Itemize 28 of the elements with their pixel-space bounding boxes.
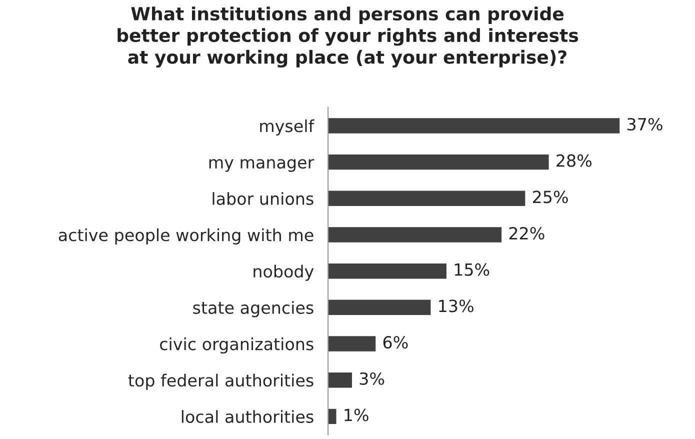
bar [328,263,446,279]
data-label: 1% [344,408,368,422]
data-label: 13% [439,300,474,312]
bar [328,227,502,242]
y-tick-label: state agencies [193,301,314,318]
y-tick-label: my manager [209,159,314,172]
bar [328,372,352,388]
y-tick-label: active people working with me [58,228,314,245]
bar [328,336,376,352]
chart-title: What institutions and persons can provide better protection of your rights and interests at your working place (at your enterprise)? [118,6,578,68]
data-label: 22% [509,226,544,240]
bar [328,300,431,316]
data-label: 25% [532,190,568,204]
bar [328,190,526,206]
y-tick-label: myself [260,119,314,136]
data-label: 28% [556,154,592,167]
data-label: 3% [360,372,384,385]
y-tick-label: labor unions [212,192,314,205]
y-tick-label: top federal authorities [128,374,314,390]
bar [328,154,549,170]
y-tick-label: nobody [254,264,314,281]
bar [328,408,336,424]
y-tick-label: local authorities [182,410,314,424]
data-label: 15% [454,263,490,276]
data-label: 6% [383,336,408,349]
data-label: 37% [627,118,662,131]
bar [328,118,620,134]
y-tick-label: civic organizations [160,337,314,354]
